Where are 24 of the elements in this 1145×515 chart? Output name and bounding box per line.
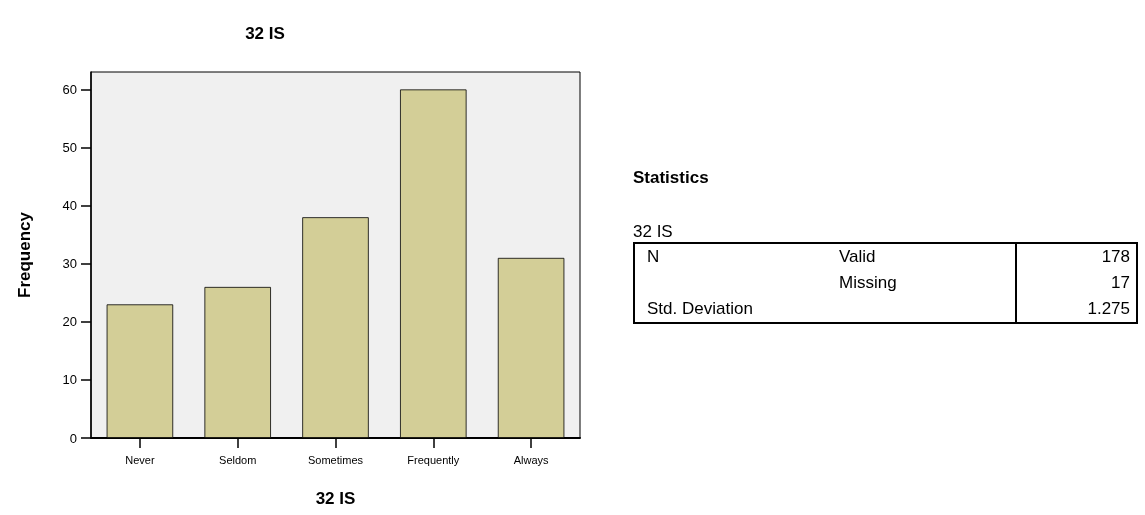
x-tick-label: Seldom [219, 453, 257, 466]
chart-title: 32 IS [245, 24, 285, 43]
text: Valid [838, 246, 877, 268]
x-tick-label: Never [125, 453, 155, 466]
text: Std. Deviation [646, 298, 754, 320]
y-tick-label: 0 [69, 430, 77, 446]
x-tick-label: Sometimes [307, 453, 364, 466]
y-tick-label: 60 [62, 81, 77, 97]
text: N [646, 246, 661, 268]
y-tick-label: 50 [62, 140, 77, 156]
text: Missing [838, 272, 898, 294]
text: 17 [1016, 270, 1137, 296]
y-tick-label: 20 [62, 314, 77, 330]
x-tick-label: Always [513, 453, 550, 466]
text: 178 [1016, 243, 1137, 270]
text: Statistics [633, 168, 710, 188]
x-tick-label: Frequently [407, 453, 460, 466]
x-axis-title: 32 IS [315, 489, 356, 508]
y-tick-label: 40 [62, 198, 77, 214]
y-axis-title: Frequency [15, 211, 34, 298]
text: 1.275 [1016, 296, 1137, 323]
y-tick-label: 30 [62, 256, 77, 272]
text: 32 IS [633, 222, 674, 242]
y-tick-label: 10 [62, 372, 77, 388]
